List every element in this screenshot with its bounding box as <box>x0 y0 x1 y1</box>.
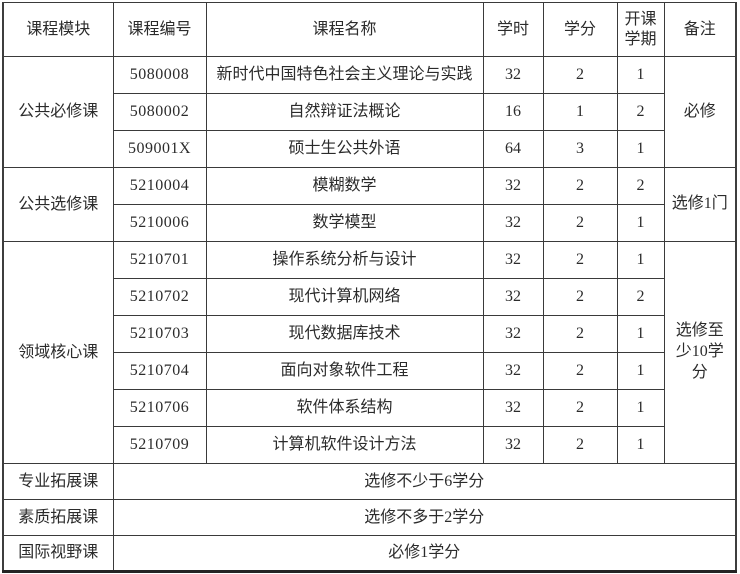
course-row: 公共选修课 5210004 模糊数学 32 2 2 选修1门 <box>2 167 737 242</box>
course-row: 5210704 面向对象软件工程 32 2 1 <box>3 352 736 390</box>
col-header-credits: 学分 <box>542 2 618 57</box>
course-row: 领域核心课 5210701 操作系统分析与设计 32 2 1 选修至少10学分 <box>2 241 737 464</box>
course-name-cell: 面向对象软件工程 <box>205 352 484 390</box>
course-code-cell: 5210704 <box>112 352 207 390</box>
credits-cell: 1 <box>542 93 618 131</box>
semester-cell: 2 <box>616 93 665 131</box>
course-row: 5210706 软件体系结构 32 2 1 <box>3 389 736 427</box>
course-code-cell: 509001X <box>112 130 207 168</box>
col-header-note: 备注 <box>663 2 737 57</box>
col-header-semester: 开课学期 <box>616 2 665 57</box>
hours-cell: 32 <box>482 204 544 242</box>
summary-text-cell: 必修1学分 <box>112 535 737 572</box>
course-name-cell: 模糊数学 <box>205 167 484 205</box>
col-header-name: 课程名称 <box>205 2 484 57</box>
module-cell: 专业拓展课 <box>2 463 114 500</box>
course-code-cell: 5210006 <box>112 204 207 242</box>
summary-row: 国际视野课 必修1学分 <box>2 535 737 572</box>
hours-cell: 32 <box>482 167 544 205</box>
note-cell: 选修1门 <box>663 167 737 242</box>
summary-row: 专业拓展课 选修不少于6学分 <box>2 463 737 500</box>
col-header-hours: 学时 <box>482 2 544 57</box>
credits-cell: 2 <box>542 352 618 390</box>
note-cell: 选修至少10学分 <box>663 241 737 464</box>
course-row: 公共必修课 5080008 新时代中国特色社会主义理论与实践 32 2 1 必修 <box>2 56 737 168</box>
course-code-cell: 5080008 <box>112 56 207 94</box>
course-row: 509001X 硕士生公共外语 64 3 1 <box>3 130 736 168</box>
course-name-cell: 软件体系结构 <box>205 389 484 427</box>
hours-cell: 32 <box>482 352 544 390</box>
hours-cell: 32 <box>482 389 544 427</box>
module-cell: 领域核心课 <box>2 241 114 464</box>
semester-cell: 1 <box>616 130 665 168</box>
col-header-module: 课程模块 <box>2 2 114 57</box>
credits-cell: 2 <box>542 56 618 94</box>
credits-cell: 2 <box>542 315 618 353</box>
credits-cell: 2 <box>542 167 618 205</box>
semester-cell: 1 <box>616 241 665 279</box>
summary-text-cell: 选修不多于2学分 <box>112 499 737 536</box>
credits-cell: 2 <box>542 278 618 316</box>
semester-cell: 1 <box>616 315 665 353</box>
credits-cell: 2 <box>542 426 618 464</box>
hours-cell: 32 <box>482 426 544 464</box>
module-cell: 国际视野课 <box>2 535 114 572</box>
header-row: 课程模块 课程编号 课程名称 学时 学分 开课学期 备注 <box>2 2 737 57</box>
course-code-cell: 5210703 <box>112 315 207 353</box>
semester-cell: 1 <box>616 204 665 242</box>
course-name-cell: 计算机软件设计方法 <box>205 426 484 464</box>
course-name-cell: 硕士生公共外语 <box>205 130 484 168</box>
col-header-code: 课程编号 <box>112 2 207 57</box>
module-cell: 素质拓展课 <box>2 499 114 536</box>
credits-cell: 2 <box>542 241 618 279</box>
course-name-cell: 自然辩证法概论 <box>205 93 484 131</box>
credits-cell: 2 <box>542 389 618 427</box>
course-row: 5080002 自然辩证法概论 16 1 2 <box>3 93 736 131</box>
course-name-cell: 现代计算机网络 <box>205 278 484 316</box>
summary-row: 素质拓展课 选修不多于2学分 <box>2 499 737 536</box>
course-row: 5210006 数学模型 32 2 1 <box>3 204 736 242</box>
module-cell: 公共必修课 <box>2 56 114 168</box>
hours-cell: 32 <box>482 278 544 316</box>
semester-cell: 2 <box>616 278 665 316</box>
module-cell: 公共选修课 <box>2 167 114 242</box>
hours-cell: 32 <box>482 315 544 353</box>
course-name-cell: 新时代中国特色社会主义理论与实践 <box>205 56 484 94</box>
course-row: 5210703 现代数据库技术 32 2 1 <box>3 315 736 353</box>
semester-cell: 1 <box>616 426 665 464</box>
course-code-cell: 5210702 <box>112 278 207 316</box>
summary-text-cell: 选修不少于6学分 <box>112 463 737 500</box>
credits-cell: 2 <box>542 204 618 242</box>
course-name-cell: 现代数据库技术 <box>205 315 484 353</box>
note-cell: 必修 <box>663 56 737 168</box>
hours-cell: 16 <box>482 93 544 131</box>
course-code-cell: 5210706 <box>112 389 207 427</box>
credits-cell: 3 <box>542 130 618 168</box>
course-row: 5210709 计算机软件设计方法 32 2 1 <box>3 426 736 464</box>
semester-cell: 1 <box>616 352 665 390</box>
course-row: 5210702 现代计算机网络 32 2 2 <box>3 278 736 316</box>
hours-cell: 64 <box>482 130 544 168</box>
semester-cell: 1 <box>616 389 665 427</box>
course-name-cell: 数学模型 <box>205 204 484 242</box>
hours-cell: 32 <box>482 56 544 94</box>
semester-cell: 2 <box>616 167 665 205</box>
course-code-cell: 5210701 <box>112 241 207 279</box>
course-code-cell: 5210004 <box>112 167 207 205</box>
hours-cell: 32 <box>482 241 544 279</box>
course-name-cell: 操作系统分析与设计 <box>205 241 484 279</box>
semester-cell: 1 <box>616 56 665 94</box>
course-code-cell: 5210709 <box>112 426 207 464</box>
course-code-cell: 5080002 <box>112 93 207 131</box>
